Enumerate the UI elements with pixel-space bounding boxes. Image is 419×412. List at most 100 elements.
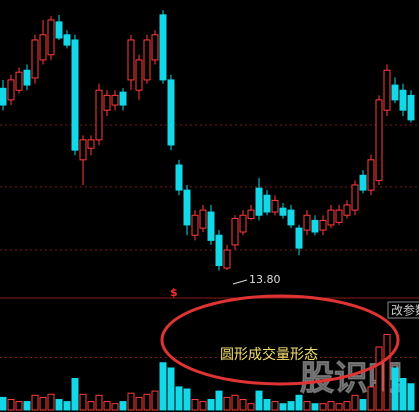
candle-body xyxy=(103,94,111,111)
settings-button[interactable] xyxy=(387,301,419,319)
volume-bar xyxy=(15,401,23,411)
candle-body xyxy=(7,79,15,101)
volume-bar xyxy=(255,390,263,411)
candle-body xyxy=(367,159,375,191)
candle-body xyxy=(391,84,399,101)
volume-bar xyxy=(175,386,183,411)
candle-body xyxy=(31,39,39,79)
volume-bar xyxy=(239,399,247,411)
candle-body xyxy=(223,249,231,269)
candle-body xyxy=(191,214,199,236)
candle-body xyxy=(303,214,311,231)
candle-body xyxy=(263,194,271,213)
volume-bar xyxy=(87,401,95,411)
volume-bar xyxy=(271,401,279,411)
volume-bar xyxy=(279,403,287,411)
candle-body xyxy=(135,59,143,91)
candle-body xyxy=(199,209,207,229)
volume-bar xyxy=(159,362,167,411)
settings-label[interactable]: 改参数 xyxy=(391,303,419,318)
volume-bar xyxy=(223,396,231,411)
candle-body xyxy=(311,219,319,233)
volume-bar xyxy=(183,388,191,411)
candle-body xyxy=(399,89,407,111)
volume-bar xyxy=(191,399,199,411)
volume-bar xyxy=(399,378,407,411)
volume-bar xyxy=(351,394,359,411)
candle-body xyxy=(183,189,191,226)
volume-bar xyxy=(311,403,319,411)
volume-bar xyxy=(343,401,351,411)
low-label: 13.80 xyxy=(249,273,281,286)
volume-bar xyxy=(303,401,311,411)
candle-body xyxy=(47,19,55,56)
volume-bar xyxy=(127,392,135,411)
candle-body xyxy=(111,94,119,106)
candle-body xyxy=(359,174,367,191)
volume-bar xyxy=(383,333,391,411)
volume-bar xyxy=(143,393,151,411)
volume-bar xyxy=(63,401,71,411)
candle-body xyxy=(23,69,31,86)
candle-body xyxy=(327,209,335,226)
volume-bar xyxy=(39,396,47,411)
volume-bar xyxy=(7,399,15,411)
volume-bar xyxy=(375,346,383,411)
volume-bar xyxy=(95,394,103,411)
highlight-ellipse xyxy=(160,294,400,386)
volume-bar xyxy=(47,393,55,411)
candle-body xyxy=(71,39,79,151)
candle-body xyxy=(279,207,287,216)
volume-bar xyxy=(327,401,335,411)
volume-bar xyxy=(231,394,239,411)
volume-bar xyxy=(335,403,343,411)
candle-body xyxy=(175,164,183,191)
candle-body xyxy=(143,39,151,81)
candle-body xyxy=(375,99,383,181)
volume-bar xyxy=(295,394,303,411)
candle-body xyxy=(383,69,391,111)
volume-bar xyxy=(391,367,399,411)
volume-bar xyxy=(135,396,143,411)
candle-body xyxy=(87,139,95,149)
volume-bar xyxy=(71,378,79,411)
volume-bar xyxy=(167,367,175,411)
candle-body xyxy=(79,139,87,161)
candle-body xyxy=(335,209,343,223)
volume-bar xyxy=(319,403,327,411)
volume-bar xyxy=(55,399,63,411)
candle-body xyxy=(207,211,215,241)
volume-bar xyxy=(79,393,87,411)
candle-body xyxy=(63,34,71,46)
candle-body xyxy=(39,34,47,61)
volume-bar xyxy=(119,401,127,411)
volume-bar xyxy=(31,394,39,411)
candle-body xyxy=(0,87,7,106)
volume-bar xyxy=(247,403,255,411)
candle-body xyxy=(95,89,103,141)
candle-body xyxy=(167,79,175,146)
candle-body xyxy=(255,187,263,216)
candle-body xyxy=(295,227,303,249)
volume-bar xyxy=(359,399,367,411)
candle-body xyxy=(119,91,127,106)
candle-body xyxy=(127,39,135,81)
candle-body xyxy=(271,199,279,213)
candle-body xyxy=(239,214,247,233)
candle-body xyxy=(319,219,327,231)
candle-body xyxy=(343,204,351,216)
volume-bar xyxy=(199,401,207,411)
volume-bar xyxy=(287,401,295,411)
candle-body xyxy=(215,234,223,267)
volume-bar xyxy=(111,403,119,411)
volume-bar xyxy=(23,401,31,411)
candle-body xyxy=(247,209,255,219)
volume-bar xyxy=(0,396,7,411)
candle-body xyxy=(231,217,239,246)
candle-body xyxy=(407,94,415,121)
volume-bar xyxy=(215,390,223,411)
volume-bar xyxy=(407,383,415,411)
volume-bar xyxy=(103,401,111,411)
annotation: 圆形成交量形态 xyxy=(220,346,318,363)
candle-body xyxy=(15,71,23,91)
